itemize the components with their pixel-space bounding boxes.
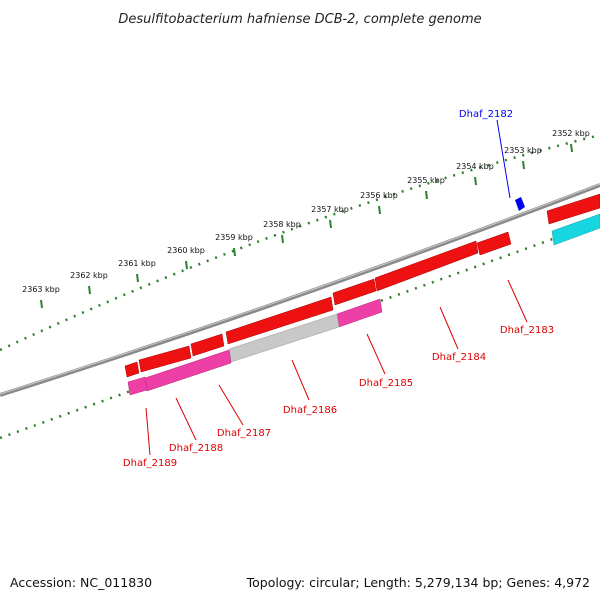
tick-label: 2355 kbp — [407, 176, 445, 185]
tick-label: 2357 kbp — [311, 205, 349, 214]
leader-dhaf-2182 — [496, 119, 511, 199]
tick-mark — [570, 143, 573, 153]
gene-dhaf-2186-arrow[interactable] — [225, 296, 334, 345]
leader-dhaf-2187 — [218, 384, 244, 426]
leader-dhaf-2184 — [439, 306, 459, 350]
gene-label-dhaf-2182[interactable]: Dhaf_2182 — [459, 109, 513, 120]
label-leaders — [145, 119, 528, 456]
kbp-scale: 2352 kbp 2353 kbp 2354 kbp 2355 kbp 2356 kbp… — [22, 129, 590, 309]
tick-mark — [233, 247, 236, 257]
gene-offscreen-arrow[interactable] — [546, 193, 600, 225]
leader-dhaf-2186 — [291, 359, 310, 401]
gene-label-dhaf-2185[interactable]: Dhaf_2185 — [359, 378, 413, 389]
gene-label-dhaf-2189[interactable]: Dhaf_2189 — [123, 458, 177, 469]
gene-label-dhaf-2188[interactable]: Dhaf_2188 — [169, 443, 223, 454]
outer-tick-track — [0, 133, 600, 352]
tick-label: 2361 kbp — [118, 259, 156, 268]
tick-mark — [185, 260, 188, 270]
tick-mark — [88, 285, 91, 295]
tick-mark — [136, 273, 139, 283]
tick-label: 2362 kbp — [70, 271, 108, 280]
gene-dhaf-2188-reverse[interactable] — [127, 376, 148, 396]
tick-label: 2353 kbp — [504, 146, 542, 155]
tick-label: 2359 kbp — [215, 233, 253, 242]
reverse-strand-genes — [127, 213, 600, 396]
genome-backbone-highlight — [0, 183, 600, 395]
gene-label-dhaf-2183[interactable]: Dhaf_2183 — [500, 325, 554, 336]
leader-dhaf-2183 — [507, 279, 528, 323]
forward-strand-genes — [124, 193, 600, 378]
gene-label-dhaf-2186[interactable]: Dhaf_2186 — [283, 405, 337, 416]
tick-label: 2352 kbp — [552, 129, 590, 138]
map-title: Desulfitobacterium hafniense DCB-2, comp… — [118, 12, 481, 27]
gene-offscreen-cyan[interactable] — [551, 213, 600, 246]
tick-label: 2363 kbp — [22, 285, 60, 294]
gene-dhaf-2189-arrow[interactable] — [124, 361, 140, 378]
tick-label: 2360 kbp — [167, 246, 205, 255]
gene-label-dhaf-2184[interactable]: Dhaf_2184 — [432, 352, 486, 363]
gene-dhaf-2185-arrow[interactable] — [332, 278, 377, 306]
tick-mark — [40, 299, 43, 309]
tick-label: 2354 kbp — [456, 162, 494, 171]
accession-label: Accession: NC_011830 — [10, 575, 152, 590]
leader-dhaf-2189 — [145, 407, 151, 456]
gene-dhaf-2183-arrow[interactable] — [476, 231, 512, 256]
tick-mark — [522, 160, 525, 170]
tick-label: 2356 kbp — [360, 191, 398, 200]
gene-dhaf-2182-marker[interactable] — [515, 197, 525, 211]
leader-dhaf-2185 — [366, 333, 386, 375]
leader-dhaf-2188 — [175, 397, 197, 441]
genome-backbone — [0, 183, 600, 397]
gene-dhaf-2185-reverse[interactable] — [336, 298, 383, 328]
tick-mark — [329, 219, 332, 229]
gene-dhaf-2184-arrow[interactable] — [374, 240, 479, 292]
tick-mark — [474, 176, 477, 186]
genome-summary: Topology: circular; Length: 5,279,134 bp… — [246, 575, 590, 590]
tick-mark — [425, 190, 428, 200]
gene-dhaf-2187-arrow[interactable] — [190, 333, 225, 357]
tick-mark — [378, 205, 381, 215]
tick-mark — [281, 234, 284, 244]
gene-dhaf-2188-arrow[interactable] — [138, 345, 192, 373]
gene-label-dhaf-2187[interactable]: Dhaf_2187 — [217, 428, 271, 439]
gene-labels: Dhaf_2182 Dhaf_2183 Dhaf_2184 Dhaf_2185 Dhaf… — [123, 109, 554, 469]
tick-label: 2358 kbp — [263, 220, 301, 229]
